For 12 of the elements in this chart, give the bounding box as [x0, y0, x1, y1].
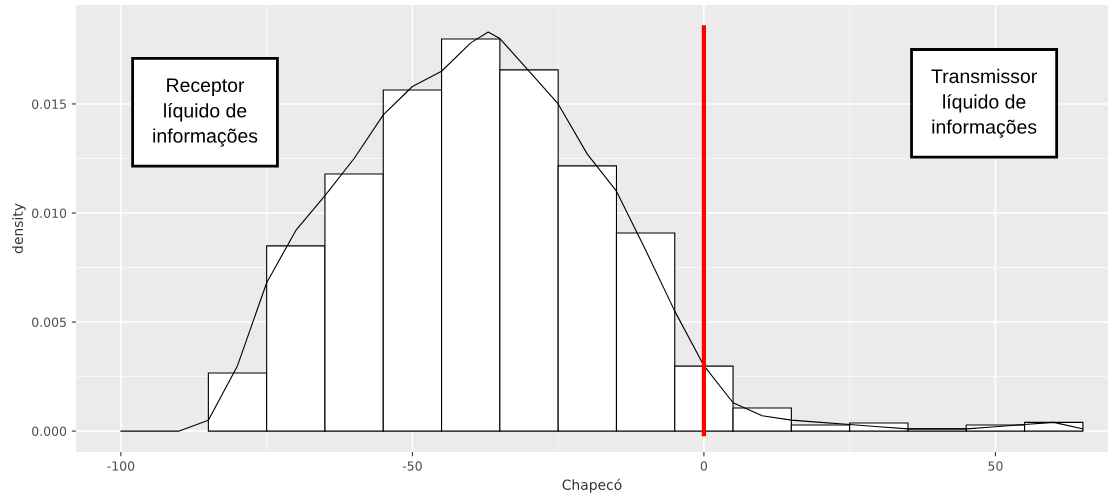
x-axis-title: Chapecó: [562, 478, 622, 493]
annotation: Transmissor líquido de informações: [931, 68, 1037, 138]
x-tick-label: 0: [700, 461, 708, 471]
y-tick-label: 0.005: [32, 317, 66, 327]
annotation: Receptor líquido de informações: [153, 78, 258, 147]
y-tick-label: 0.010: [32, 208, 67, 218]
x-tick-label: 50: [988, 461, 1003, 471]
y-tick-label: 0.000: [32, 426, 67, 436]
x-tick-label: -50: [402, 461, 422, 471]
x-tick-label: -100: [107, 461, 135, 471]
y-axis-title: density: [12, 203, 26, 254]
y-tick-label: 0.015: [32, 99, 66, 109]
